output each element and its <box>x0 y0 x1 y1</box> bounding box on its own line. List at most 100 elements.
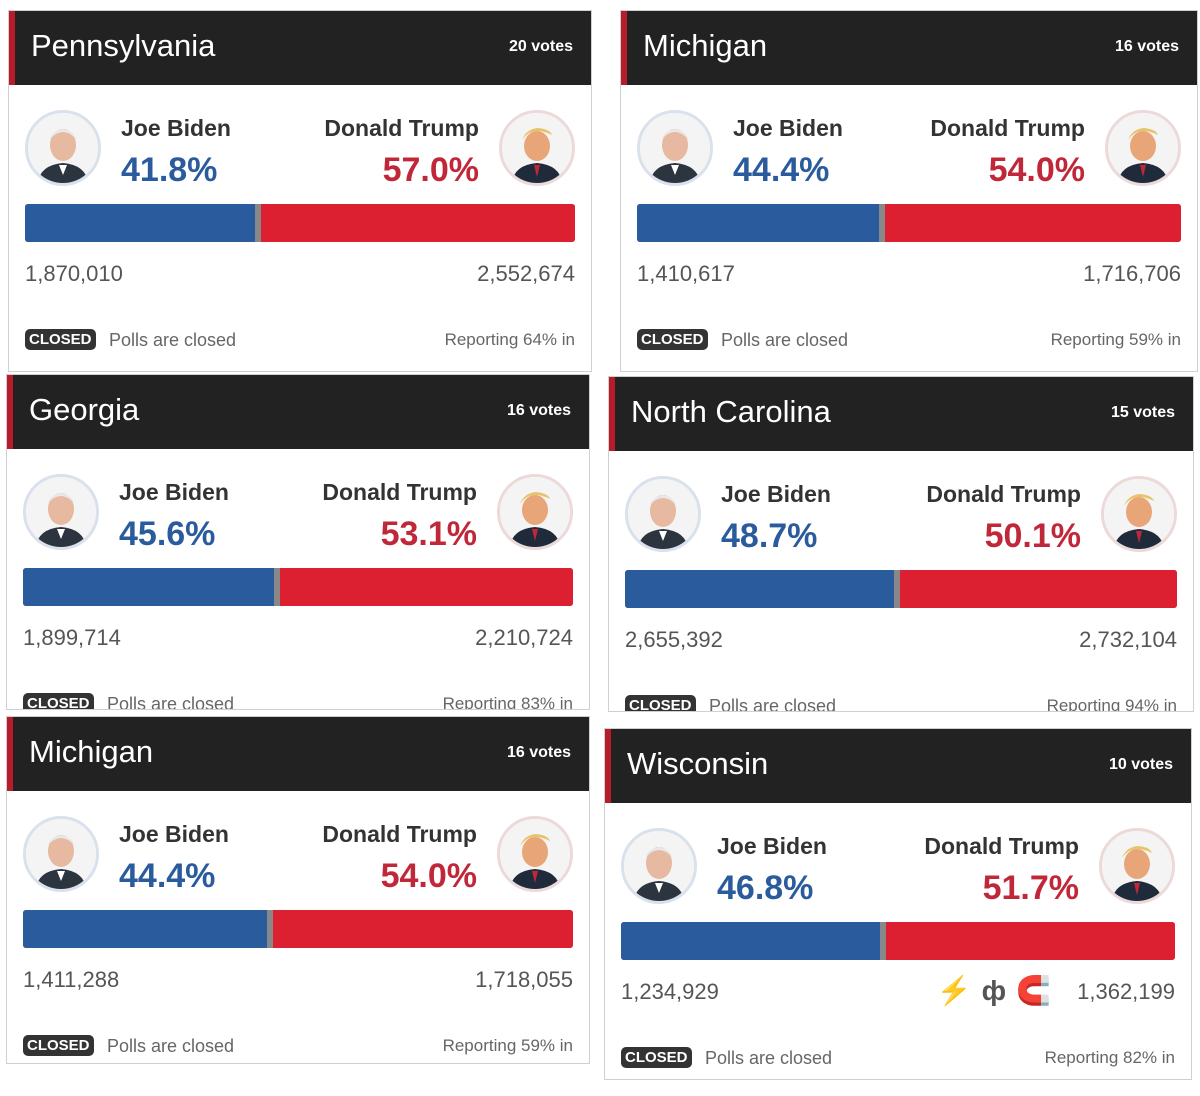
lightning-emoji-icon: ⚡ <box>936 975 972 1006</box>
biden-vote-count: 1,870,010 <box>25 261 123 286</box>
vote-share-bar <box>25 204 575 242</box>
bar-divider <box>893 570 900 608</box>
trump-avatar <box>1099 828 1175 904</box>
trump-vote-count: 2,552,674 <box>477 261 575 286</box>
electoral-votes: 20 votes <box>508 38 573 55</box>
state-card-wisconsin: Wisconsin 10 votes Joe Biden Donald Trum… <box>604 728 1192 1080</box>
trump-avatar <box>497 816 573 892</box>
biden-name: Joe Biden <box>717 833 827 859</box>
trump-percent: 53.1% <box>380 515 477 553</box>
electoral-votes: 16 votes <box>506 402 571 419</box>
status-badge: CLOSED <box>621 1047 692 1068</box>
reporting-percent: Reporting 82% in <box>1044 1048 1175 1067</box>
trump-bar-segment <box>260 204 575 242</box>
biden-bar-segment <box>637 204 879 242</box>
vote-share-bar <box>23 910 573 948</box>
state-name: Wisconsin <box>627 746 769 781</box>
trump-percent: 51.7% <box>982 869 1079 907</box>
biden-avatar <box>625 476 701 552</box>
state-card-north-carolina: North Carolina 15 votes Joe Biden Donald… <box>608 376 1194 712</box>
polls-status-text: Polls are closed <box>109 330 237 350</box>
bar-divider <box>878 204 885 242</box>
polls-status-text: Polls are closed <box>107 694 235 710</box>
state-name: Michigan <box>643 28 768 63</box>
state-name: Pennsylvania <box>31 28 216 63</box>
biden-percent: 44.4% <box>119 857 216 895</box>
trump-name: Donald Trump <box>322 821 477 847</box>
biden-avatar <box>637 110 713 186</box>
electoral-votes: 10 votes <box>1108 756 1173 773</box>
state-name: North Carolina <box>631 394 831 429</box>
card-header: Georgia 16 votes <box>7 375 589 449</box>
reporting-percent: Reporting 59% in <box>442 1036 573 1055</box>
magnet-emoji-icon: 🧲 <box>1016 975 1051 1006</box>
biden-bar-segment <box>23 568 274 606</box>
card-header: Pennsylvania 20 votes <box>9 11 591 85</box>
biden-avatar <box>25 110 101 186</box>
biden-name: Joe Biden <box>721 481 831 507</box>
biden-percent: 41.8% <box>121 151 218 189</box>
trump-bar-segment <box>899 570 1177 608</box>
biden-avatar <box>23 474 99 550</box>
reporting-percent: Reporting 64% in <box>444 330 575 349</box>
trump-bar-segment <box>886 922 1175 960</box>
trump-name: Donald Trump <box>930 115 1085 141</box>
status-badge: CLOSED <box>23 693 94 709</box>
polls-status-text: Polls are closed <box>721 330 849 350</box>
biden-percent: 44.4% <box>733 151 830 189</box>
trump-percent: 54.0% <box>380 857 477 895</box>
biden-bar-segment <box>625 570 894 608</box>
trump-vote-count: 1,362,199 <box>1077 979 1175 1004</box>
trump-percent: 54.0% <box>988 151 1085 189</box>
trump-avatar <box>1101 476 1177 552</box>
trump-name: Donald Trump <box>322 479 477 505</box>
polls-status-text: Polls are closed <box>709 696 837 712</box>
biden-avatar <box>23 816 99 892</box>
biden-bar-segment <box>25 204 255 242</box>
card-header: Michigan 16 votes <box>621 11 1197 85</box>
vote-share-bar <box>23 568 573 606</box>
trump-name: Donald Trump <box>324 115 479 141</box>
biden-name: Joe Biden <box>119 479 229 505</box>
state-card-michigan: Michigan 16 votes Joe Biden Donald Trump… <box>620 10 1198 372</box>
trump-percent: 57.0% <box>382 151 479 189</box>
electoral-votes: 16 votes <box>1114 38 1179 55</box>
trump-vote-count: 1,716,706 <box>1083 261 1181 286</box>
card-header: Michigan 16 votes <box>7 717 589 791</box>
status-badge: CLOSED <box>637 329 708 350</box>
polls-status-text: Polls are closed <box>107 1036 235 1056</box>
biden-name: Joe Biden <box>121 115 231 141</box>
state-card-pennsylvania: Pennsylvania 20 votes Joe Biden Donald T… <box>8 10 592 372</box>
trump-bar-segment <box>279 568 573 606</box>
reporting-percent: Reporting 83% in <box>442 694 573 710</box>
trump-name: Donald Trump <box>924 833 1079 859</box>
trump-avatar <box>497 474 573 550</box>
biden-name: Joe Biden <box>733 115 843 141</box>
biden-vote-count: 1,410,617 <box>637 261 735 286</box>
trump-percent: 50.1% <box>984 517 1081 555</box>
polls-status-text: Polls are closed <box>705 1048 833 1068</box>
bar-divider <box>267 910 274 948</box>
biden-vote-count: 1,234,929 <box>621 979 719 1004</box>
biden-percent: 46.8% <box>717 869 814 907</box>
biden-vote-count: 1,411,288 <box>23 967 120 992</box>
state-name: Georgia <box>29 392 140 427</box>
status-badge: CLOSED <box>25 329 96 350</box>
trump-avatar <box>1105 110 1181 186</box>
reporting-percent: Reporting 59% in <box>1050 330 1181 349</box>
trump-bar-segment <box>884 204 1181 242</box>
state-card-georgia: Georgia 16 votes Joe Biden Donald Trump … <box>6 374 590 710</box>
biden-name: Joe Biden <box>119 821 229 847</box>
biden-vote-count: 1,899,714 <box>23 625 121 650</box>
bar-divider <box>273 568 280 606</box>
biden-bar-segment <box>621 922 881 960</box>
electoral-votes: 16 votes <box>506 744 571 761</box>
bar-divider <box>254 204 261 242</box>
state-name: Michigan <box>29 734 154 769</box>
bar-divider <box>880 922 887 960</box>
trump-vote-count: 2,732,104 <box>1079 627 1177 652</box>
status-badge: CLOSED <box>23 1035 94 1056</box>
status-badge: CLOSED <box>625 695 696 711</box>
biden-avatar <box>621 828 697 904</box>
trump-bar-segment <box>273 910 573 948</box>
